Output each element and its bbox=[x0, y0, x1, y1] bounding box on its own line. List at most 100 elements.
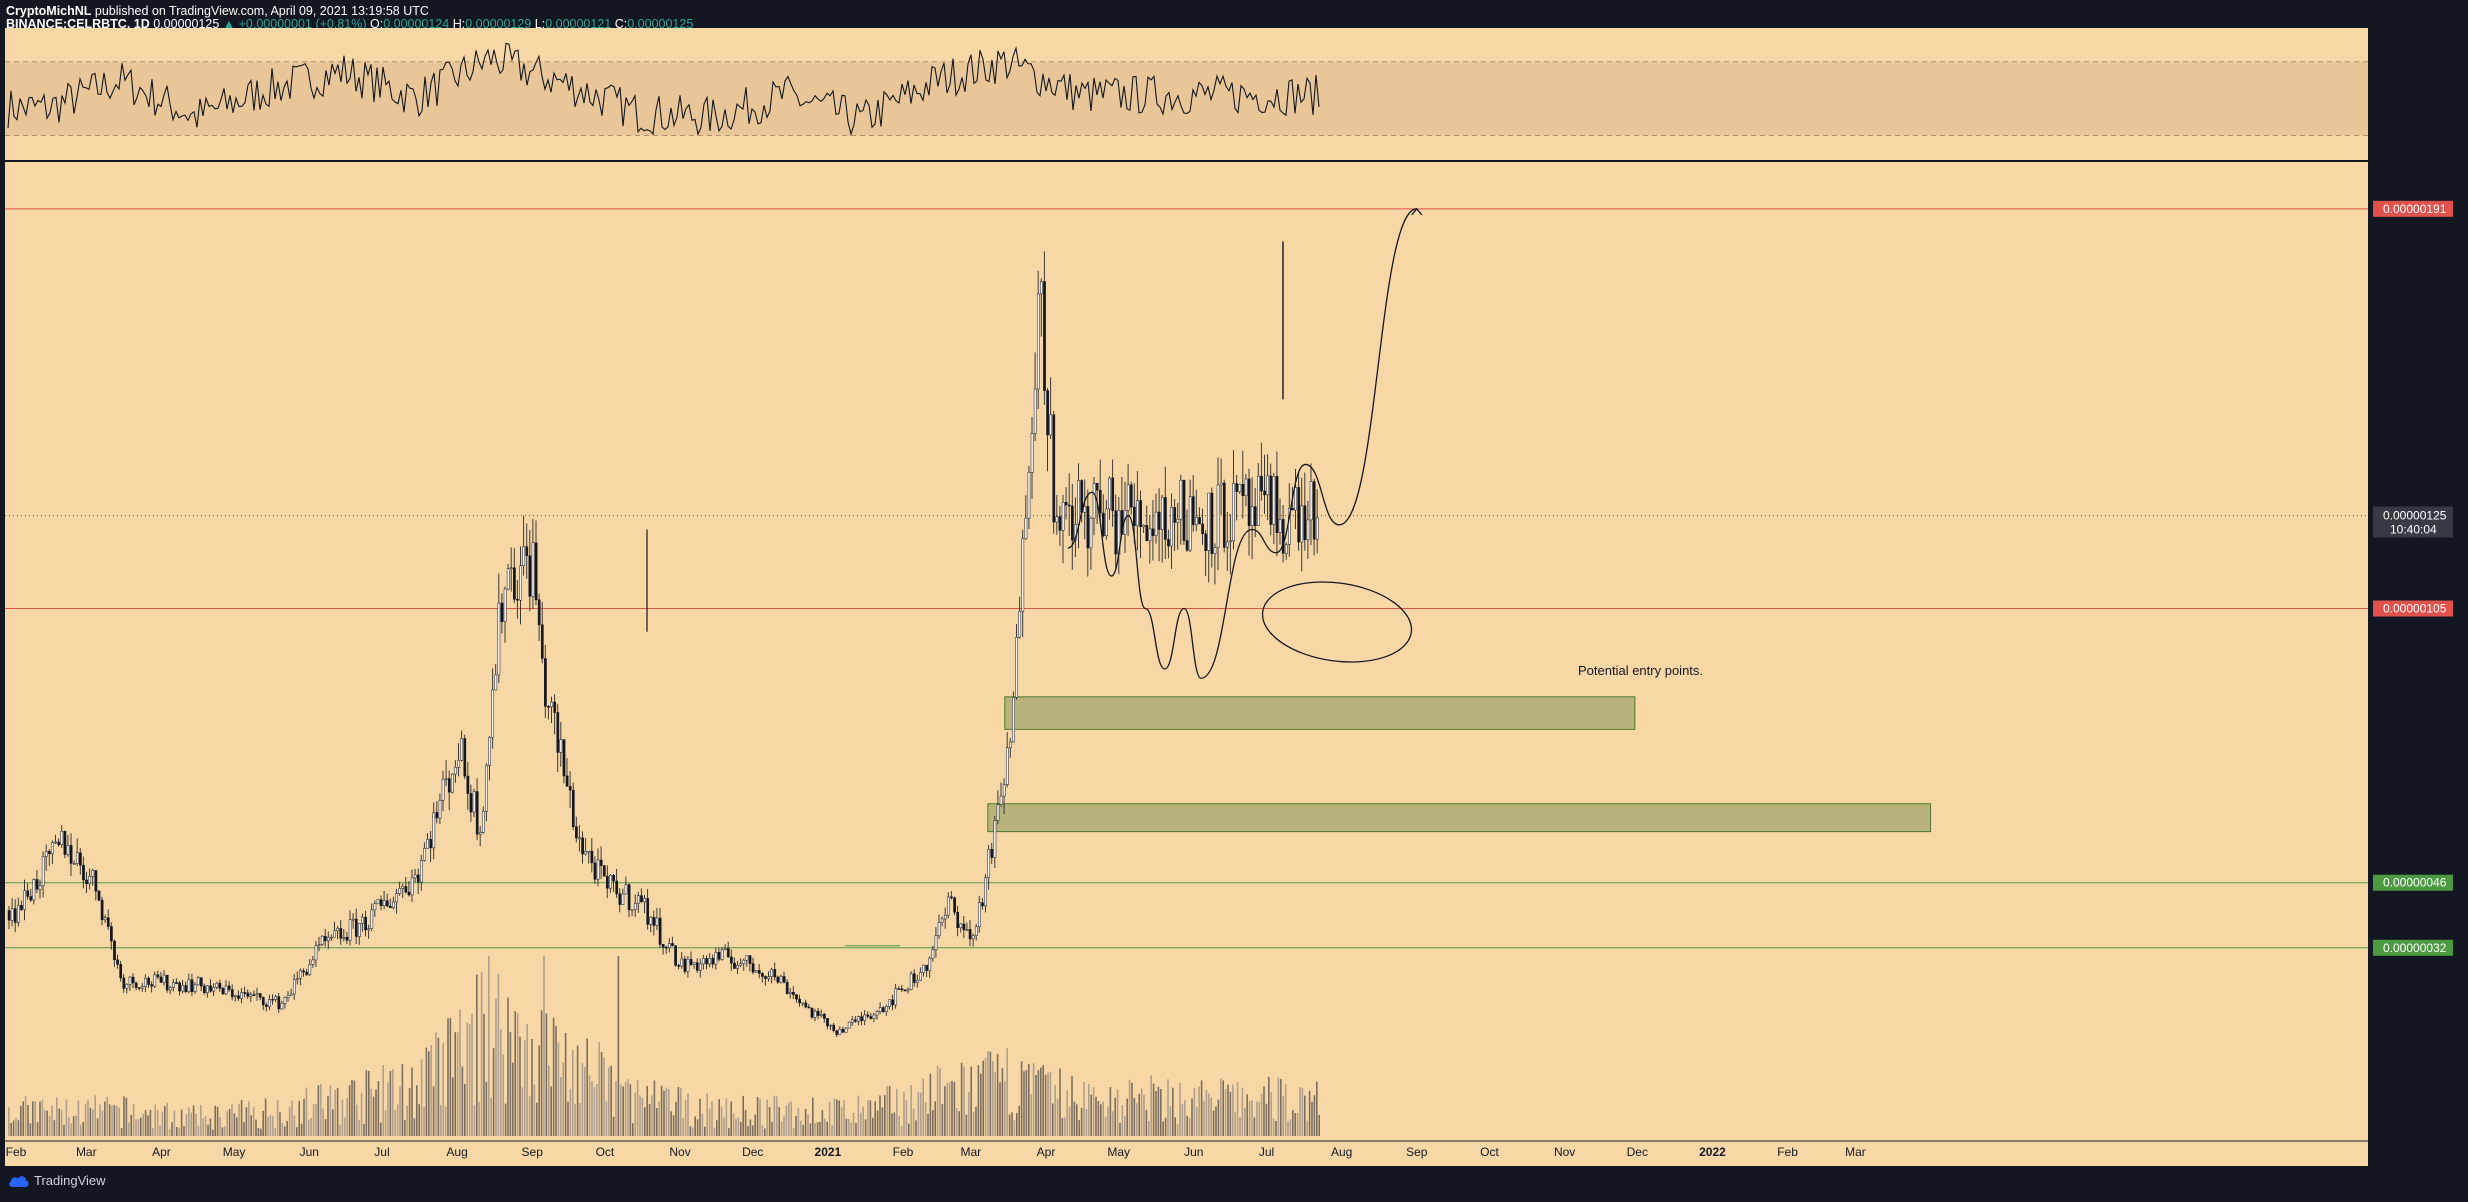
volume-bar bbox=[1044, 1074, 1047, 1136]
volume-bar bbox=[94, 1095, 96, 1136]
volume-bar bbox=[718, 1099, 720, 1136]
candle-body bbox=[702, 958, 705, 965]
volume-bar bbox=[1184, 1100, 1186, 1136]
volume-bar bbox=[300, 1123, 303, 1136]
volume-bar bbox=[382, 1064, 384, 1136]
volume-bar bbox=[605, 1101, 608, 1136]
author-name[interactable]: CryptoMichNL bbox=[6, 4, 92, 18]
candle-body bbox=[692, 962, 696, 965]
price-tick-label: -0.00000000 bbox=[2385, 1090, 2453, 1104]
volume-bar bbox=[272, 1115, 274, 1136]
candle-body bbox=[1071, 505, 1074, 541]
candle-body bbox=[389, 905, 392, 909]
rsi-band bbox=[5, 61, 2368, 136]
volume-bar bbox=[975, 1106, 977, 1136]
candle-body bbox=[252, 994, 256, 996]
candle-body bbox=[1226, 541, 1229, 548]
entry-zone-1[interactable] bbox=[1004, 696, 1636, 730]
volume-bar bbox=[188, 1107, 190, 1136]
candle-body bbox=[894, 988, 898, 1006]
candle-body bbox=[44, 850, 48, 857]
volume-bar bbox=[946, 1083, 948, 1136]
candle-body bbox=[1055, 516, 1059, 523]
candle-body bbox=[708, 957, 712, 965]
projection-path[interactable] bbox=[1067, 208, 1417, 679]
volume-bar bbox=[771, 1121, 773, 1136]
volume-bar bbox=[984, 1057, 987, 1136]
candle-body bbox=[463, 738, 467, 777]
candle-body bbox=[23, 890, 26, 910]
volume-bar bbox=[634, 1092, 636, 1136]
candle-body bbox=[556, 712, 560, 753]
candle-body bbox=[66, 845, 70, 855]
volume-bar bbox=[716, 1120, 718, 1136]
volume-bar bbox=[1265, 1103, 1268, 1136]
time-tick-label: Oct bbox=[1480, 1145, 1499, 1159]
volume-bar bbox=[488, 956, 490, 1136]
candle-body bbox=[1170, 507, 1173, 547]
volume-bar bbox=[874, 1101, 876, 1136]
candle-body bbox=[1129, 484, 1133, 508]
volume-bar bbox=[912, 1108, 915, 1136]
volume-bar bbox=[1232, 1084, 1234, 1136]
candle-body bbox=[395, 893, 398, 903]
candle-body bbox=[413, 874, 417, 879]
price-tick-label: 0.00000140 bbox=[2385, 439, 2449, 453]
volume-bar bbox=[1037, 1070, 1040, 1136]
volume-bar bbox=[608, 1067, 610, 1136]
projection-arrow-icon bbox=[1411, 207, 1423, 216]
time-tick-label: Aug bbox=[446, 1145, 467, 1159]
volume-bar bbox=[538, 1045, 540, 1136]
volume-bar bbox=[1162, 1121, 1164, 1136]
candle-body bbox=[857, 1016, 860, 1022]
candle-body bbox=[1111, 477, 1115, 512]
candle-body bbox=[841, 1029, 845, 1033]
candle-body bbox=[615, 880, 619, 895]
candle-body bbox=[699, 963, 702, 971]
volume-bar bbox=[1253, 1117, 1256, 1136]
volume-bar bbox=[581, 1063, 584, 1136]
candle-body bbox=[1086, 506, 1090, 549]
candle-body bbox=[85, 879, 88, 885]
candle-body bbox=[320, 935, 324, 945]
tradingview-logo[interactable]: TradingView bbox=[8, 1173, 106, 1188]
candle-body bbox=[571, 789, 575, 828]
volume-bar bbox=[723, 1117, 725, 1136]
candle-body bbox=[144, 977, 147, 987]
volume-bar bbox=[387, 1082, 389, 1136]
candle-body bbox=[94, 870, 98, 892]
volume-bar bbox=[216, 1106, 219, 1136]
candle-body bbox=[996, 804, 1000, 821]
candle-body bbox=[745, 955, 749, 961]
candle-body bbox=[711, 957, 715, 965]
volume-bar bbox=[1174, 1117, 1176, 1136]
volume-bar bbox=[1030, 1094, 1032, 1136]
time-tick-label: Nov bbox=[669, 1145, 690, 1159]
volume-bar bbox=[456, 1032, 459, 1136]
volume-bar bbox=[183, 1126, 185, 1136]
current-price-text: 0.00000125 bbox=[2383, 509, 2447, 523]
candle-body bbox=[311, 959, 315, 965]
volume-bar bbox=[1040, 1067, 1042, 1136]
candle-body bbox=[416, 874, 420, 883]
volume-bar bbox=[1121, 1105, 1124, 1136]
volume-bar bbox=[1304, 1095, 1306, 1136]
volume-bar bbox=[1318, 1114, 1320, 1136]
volume-bar bbox=[996, 1053, 999, 1136]
candle-body bbox=[971, 935, 975, 940]
volume-bar bbox=[411, 1067, 413, 1136]
candle-body bbox=[1009, 741, 1012, 749]
entry-zone-2[interactable] bbox=[987, 803, 1932, 833]
candle-body bbox=[100, 899, 104, 921]
candle-body bbox=[1244, 478, 1248, 496]
volume-bar bbox=[1244, 1107, 1246, 1136]
volume-bar bbox=[1316, 1081, 1318, 1136]
volume-bar bbox=[152, 1127, 154, 1136]
volume-bar bbox=[137, 1119, 140, 1136]
volume-bar bbox=[795, 1115, 797, 1136]
volume-bar bbox=[776, 1096, 778, 1136]
entry-ellipse[interactable] bbox=[1257, 573, 1416, 671]
volume-bar bbox=[939, 1068, 941, 1136]
volume-bar bbox=[176, 1127, 178, 1136]
